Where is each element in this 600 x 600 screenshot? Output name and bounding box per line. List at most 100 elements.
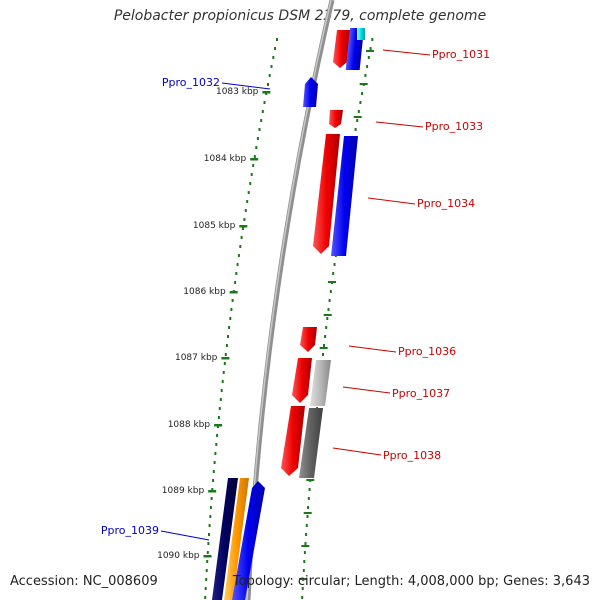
rail-dot-inner: [301, 596, 304, 599]
gene-ppro-1031[interactable]: [333, 28, 365, 70]
rail-dot-outer: [276, 38, 278, 41]
gene-label-ppro-1032[interactable]: Ppro_1032: [162, 76, 220, 89]
rail-dot-inner: [305, 524, 308, 527]
gene-label-ppro-1031[interactable]: Ppro_1031: [432, 48, 490, 61]
major-tick-mark: [239, 225, 248, 228]
major-tick-mark: [262, 91, 271, 94]
rail-dot-inner: [301, 587, 304, 590]
rail-dot-inner: [357, 110, 360, 113]
rail-dot-outer: [221, 380, 224, 383]
rail-dot-outer: [211, 488, 214, 491]
rail-dot-inner: [307, 506, 310, 509]
genome-summary-text: Topology: circular; Length: 4,008,000 bp…: [232, 574, 590, 589]
major-tick-mark: [208, 490, 217, 493]
gene-ppro-1033[interactable]: [329, 110, 343, 128]
tick-label: 1084 kbp: [204, 154, 247, 164]
rail-dot-outer: [247, 191, 250, 194]
rail-dot-inner: [308, 488, 311, 491]
rail-dot-outer: [270, 65, 273, 68]
rail-dot-outer: [229, 317, 232, 320]
gene-leader-line: [348, 345, 397, 353]
gene-ppro-1036[interactable]: [300, 327, 317, 352]
rail-dot-inner: [304, 542, 307, 545]
rail-dot-inner: [367, 56, 370, 59]
gene-label-ppro-1033[interactable]: Ppro_1033: [425, 120, 483, 133]
rail-dot-outer: [253, 155, 256, 158]
tick-labels: 1083 kbp 1084 kbp 1085 kbp 1086 kbp 1087 kbp…: [157, 87, 271, 561]
gene-leader-line: [332, 447, 382, 456]
rail-dot-outer: [219, 398, 222, 401]
rail-dot-outer: [207, 542, 210, 545]
rail-dot-outer: [218, 407, 221, 410]
rail-dot-outer: [215, 443, 218, 446]
rail-dot-inner: [303, 560, 306, 563]
rail-dot-inner: [322, 353, 324, 356]
accession-text: Accession: NC_008609: [10, 574, 158, 589]
minor-tick-mark: [366, 50, 374, 52]
tick-label: 1083 kbp: [216, 87, 259, 97]
rail-dot-outer: [204, 596, 207, 599]
gene-leader-line: [375, 121, 424, 128]
rail-dot-inner: [323, 344, 325, 347]
rail-dot-outer: [255, 146, 258, 149]
gene-label-ppro-1039[interactable]: Ppro_1039: [101, 524, 159, 537]
gene-labels: Ppro_1031 Ppro_1032 Ppro_1033 Ppro_1034 Ppro…: [101, 48, 490, 541]
rail-dot-inner: [305, 533, 308, 536]
rail-dot-outer: [256, 137, 259, 140]
rail-dot-inner: [325, 326, 328, 329]
rail-dot-outer: [206, 560, 209, 563]
tick-label: 1086 kbp: [183, 287, 226, 297]
rail-dot-outer: [240, 236, 243, 239]
rail-dot-outer: [239, 245, 242, 248]
rail-dot-inner: [364, 74, 367, 77]
tick-label: 1088 kbp: [168, 420, 211, 430]
gene-ppro-1038[interactable]: [281, 406, 323, 478]
rail-dot-outer: [258, 128, 261, 131]
rail-dot-outer: [272, 56, 275, 59]
map-title: Pelobacter propionicus DSM 2379, complet…: [113, 8, 487, 24]
gene-ppro-1034[interactable]: [313, 134, 358, 256]
major-tick-mark: [229, 291, 238, 294]
rail-dot-outer: [212, 470, 215, 473]
rail-dot-inner: [324, 335, 327, 338]
rail-dot-inner: [361, 92, 364, 95]
rail-dot-outer: [228, 326, 231, 329]
rail-dot-outer: [249, 182, 252, 185]
rail-dot-outer: [236, 263, 239, 266]
gene-label-ppro-1038[interactable]: Ppro_1038: [383, 449, 441, 462]
rail-dot-inner: [356, 119, 359, 122]
gene-ppro-1037[interactable]: [292, 358, 331, 406]
minor-tick-mark: [301, 545, 310, 547]
gene-label-ppro-1036[interactable]: Ppro_1036: [398, 345, 456, 358]
rail-dot-outer: [246, 200, 249, 203]
gene-ppro-1032[interactable]: [303, 77, 318, 107]
gene-label-ppro-1034[interactable]: Ppro_1034: [417, 197, 475, 210]
rail-dot-outer: [235, 272, 238, 275]
rail-dot-inner: [326, 317, 329, 320]
gene-leader-line: [382, 49, 431, 56]
rail-dot-inner: [359, 101, 362, 104]
minor-tick-mark: [303, 512, 312, 514]
rail-dot-outer: [210, 497, 213, 500]
minor-tick-mark: [328, 281, 336, 283]
gene-ppro-1039[interactable]: [212, 478, 265, 600]
rail-dot-outer: [224, 353, 227, 356]
rail-dot-inner: [307, 497, 310, 500]
rail-dot-outer: [244, 209, 247, 212]
rail-dot-outer: [209, 506, 212, 509]
rail-dot-inner: [332, 272, 335, 275]
gene-label-ppro-1037[interactable]: Ppro_1037: [392, 387, 450, 400]
rail-dot-outer: [252, 164, 255, 167]
rail-dot-outer: [230, 308, 233, 311]
rail-dot-outer: [237, 254, 240, 257]
major-tick-mark: [203, 555, 212, 558]
rail-dot-inner: [306, 515, 309, 518]
rail-dot-outer: [242, 227, 244, 230]
rail-dot-outer: [234, 281, 237, 284]
rail-dot-outer: [263, 101, 266, 104]
tick-label: 1090 kbp: [157, 551, 200, 561]
tick-label: 1089 kbp: [162, 486, 205, 496]
rail-dot-outer: [231, 299, 234, 302]
rail-dot-inner: [329, 290, 332, 293]
